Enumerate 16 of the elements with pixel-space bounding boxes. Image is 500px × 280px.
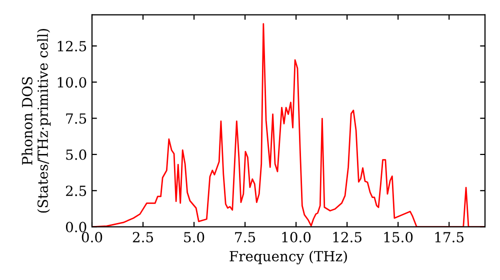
y-tick-label: 10.0 — [58, 77, 86, 88]
x-tick-label: 12.5 — [333, 232, 362, 242]
x-tick-label: 2.5 — [132, 232, 153, 242]
x-tick-label: 10.0 — [282, 232, 311, 242]
y-tick-label: 2.5 — [66, 186, 86, 196]
x-axis-title: Frequency (THz) — [230, 250, 347, 264]
y-tick-label: 5.0 — [66, 149, 86, 160]
y-tick-label: 12.5 — [58, 40, 86, 52]
y-tick-label: 7.5 — [66, 113, 86, 124]
x-tick-label: 15.0 — [384, 232, 413, 242]
x-tick-label: 5.0 — [184, 232, 204, 242]
y-tick-label: 0.0 — [66, 222, 86, 232]
x-tick-label: 17.5 — [435, 232, 464, 242]
y-axis-title: Phonon DOS (States/THz·primitive cell) — [22, 28, 51, 213]
x-tick-label: 0.0 — [82, 232, 102, 242]
x-tick-label: 7.5 — [235, 232, 256, 242]
